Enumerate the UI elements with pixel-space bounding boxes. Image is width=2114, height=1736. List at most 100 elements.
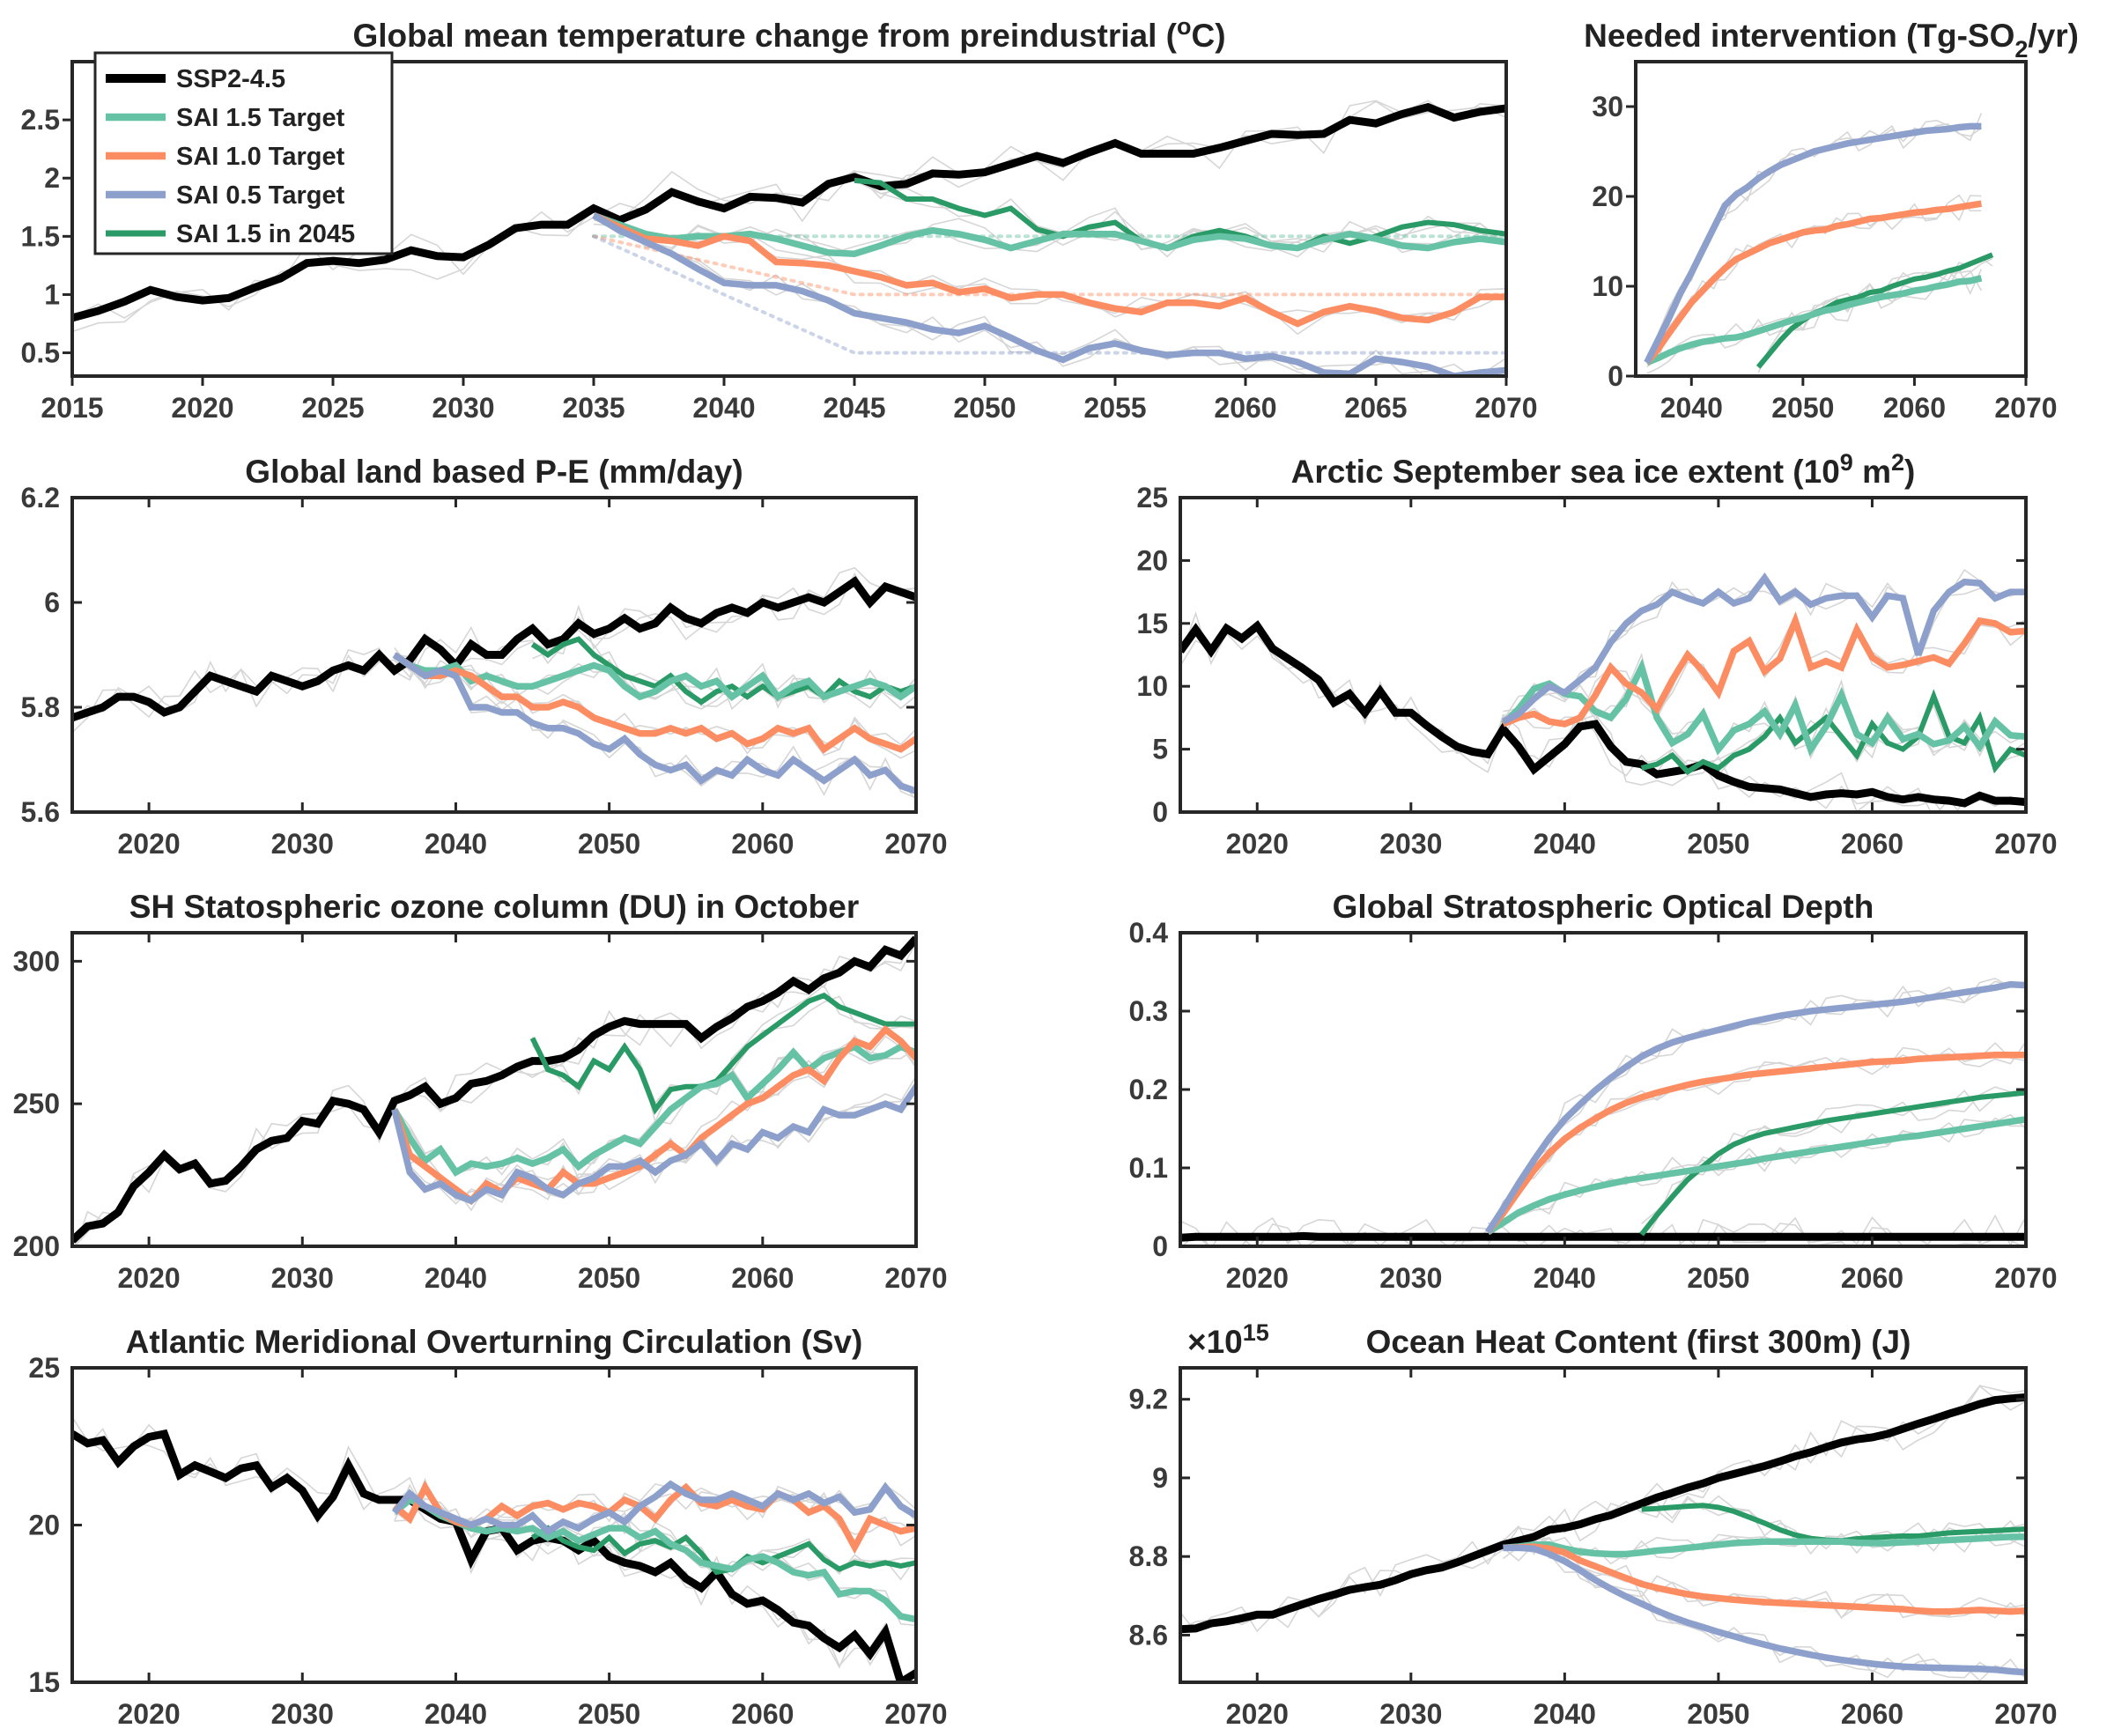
y-tick-label: 25 (28, 1352, 60, 1384)
legend-label-sai-1-0-target: SAI 1.0 Target (176, 143, 345, 171)
x-tick-label: 2030 (271, 1698, 334, 1730)
axes-frame (1179, 1366, 2028, 1684)
y-tick-label: 5.8 (21, 691, 60, 723)
panel-interv: 2040 2050 2060 2070 0 10 20 30 Needed interventi… (1584, 18, 2079, 424)
legend-label-sai-0-5-target: SAI 0.5 Target (176, 181, 345, 210)
series-line-ssp2-4-5 (72, 102, 1506, 322)
series-line-ssp2-4-5 (72, 1429, 916, 1682)
x-tick-label: 2050 (1771, 392, 1834, 424)
y-tick-label: 0.1 (1129, 1152, 1168, 1184)
ensemble-member-line (394, 652, 916, 802)
series-line-ssp2-4-5 (1180, 1231, 2026, 1242)
y-tick-label: 2 (44, 162, 60, 194)
series-line-sai-1-0-target (592, 212, 1506, 328)
x-tick-label: 2020 (117, 1262, 180, 1294)
x-tick-label: 2040 (1534, 828, 1596, 860)
axes-frame (1179, 931, 2028, 1248)
panel-title: Atlantic Meridional Overturning Circulat… (126, 1324, 863, 1360)
x-tick-label: 2040 (425, 828, 487, 860)
y-tick-label: 200 (13, 1230, 60, 1262)
x-tick-label: 2060 (1841, 1262, 1903, 1294)
y-tick-label: 10 (1136, 670, 1168, 702)
x-tick-label: 2050 (578, 828, 640, 860)
series-line-sai-1-5-target (592, 211, 1506, 257)
x-tick-label: 2050 (1687, 1262, 1749, 1294)
plot-area (72, 935, 916, 1246)
x-tick-label: 2035 (562, 392, 625, 424)
series-line-sai-1-5-target (392, 652, 916, 702)
axis-exponent-label: ×1015 (1187, 1319, 1269, 1360)
panel-sod: 2020 2030 2040 2050 2060 2070 0 0.1 0.2 0.3 0.4 Glo… (1129, 889, 2058, 1294)
series-line-sai-0-5-target (1501, 572, 2026, 725)
x-tick-label: 2015 (41, 392, 103, 424)
y-tick-label: 9.2 (1129, 1384, 1168, 1415)
x-tick-label: 2055 (1083, 392, 1146, 424)
ensemble-member-line (1641, 1086, 2026, 1225)
y-tick-label: 25 (1136, 482, 1168, 513)
x-tick-label: 2030 (432, 392, 494, 424)
x-tick-label: 2040 (1534, 1262, 1596, 1294)
x-tick-label: 2040 (692, 392, 755, 424)
x-tick-label: 2070 (1994, 392, 2057, 424)
x-tick-label: 2060 (731, 828, 794, 860)
legend-label-ssp2-4-5: SSP2-4.5 (176, 65, 285, 93)
x-tick-label: 2050 (1687, 828, 1749, 860)
x-tick-label: 2030 (1379, 828, 1442, 860)
y-tick-label: 0 (1152, 1230, 1168, 1262)
axes-frame (70, 496, 918, 814)
series-line-sai-0-5-target (1503, 1544, 2026, 1676)
ensemble-member-line (394, 1075, 916, 1201)
x-tick-label: 2070 (1475, 392, 1537, 424)
series-line-sai-1-5-in-2045 (1639, 1090, 2026, 1237)
x-tick-label: 2065 (1344, 392, 1407, 424)
x-tick-label: 2030 (271, 828, 334, 860)
y-tick-label: 1 (44, 278, 60, 310)
plot-area (1644, 113, 1994, 374)
y-tick-label: 10 (1592, 270, 1623, 302)
ensemble-member-line (1646, 195, 1982, 365)
series-line-sai-1-0-target (1503, 1543, 2026, 1615)
y-tick-label: 0 (1608, 360, 1623, 392)
panel-title: Arctic September sea ice extent (109 m2) (1291, 449, 1916, 490)
panel-title: SH Statospheric ozone column (DU) in Oct… (129, 889, 859, 925)
x-tick-label: 2070 (1994, 1262, 2057, 1294)
y-tick-label: 0.3 (1129, 995, 1168, 1027)
panel-title: Global land based P-E (mm/day) (245, 454, 743, 490)
x-tick-label: 2040 (1660, 392, 1723, 424)
y-tick-label: 15 (28, 1666, 60, 1698)
panel-title: Needed intervention (Tg-SO2/yr) (1584, 18, 2079, 63)
series-line-sai-0-5-target (391, 1480, 916, 1536)
x-tick-label: 2050 (578, 1698, 640, 1730)
x-tick-label: 2050 (953, 392, 1016, 424)
ensemble-member-line (72, 566, 916, 734)
panel-ice: 2020 2030 2040 2050 2060 2070 0 5 10 15 20 25 Arctic… (1136, 449, 2057, 860)
ensemble-member-line (1180, 1385, 2026, 1630)
series-line-sai-1-5-in-2045 (1756, 252, 1994, 369)
x-tick-label: 2050 (1687, 1698, 1749, 1730)
x-tick-label: 2050 (578, 1262, 640, 1294)
series-line-sai-0-5-target (391, 1081, 916, 1205)
x-tick-label: 2020 (117, 828, 180, 860)
panel-title: Global Stratospheric Optical Depth (1333, 889, 1874, 925)
series-line-sai-1-0-target (392, 652, 916, 754)
legend-label-sai-1-5-target: SAI 1.5 Target (176, 104, 345, 132)
ensemble-member-line (72, 1416, 916, 1682)
y-tick-label: 1.5 (21, 220, 60, 252)
panel-title: Ocean Heat Content (first 300m) (J) (1366, 1324, 1911, 1360)
y-tick-label: 30 (1592, 91, 1623, 122)
x-tick-label: 2040 (1534, 1698, 1596, 1730)
series-line-sai-0-5-target (592, 212, 1506, 376)
x-tick-label: 2020 (117, 1698, 180, 1730)
plot-area (72, 566, 916, 802)
plot-area (1180, 568, 2026, 812)
series-line-sai-0-5-target (1644, 122, 1982, 365)
panel-ohc: 2020 2030 2040 2050 2060 2070 8.6 8.8 9 9.2 Ocean … (1129, 1319, 2058, 1730)
series-line-sai-1-5-target (1500, 658, 2026, 757)
series-line-sai-1-0-target (391, 1024, 916, 1206)
axes-frame (1634, 60, 2028, 378)
series-line-sai-0-5-target (392, 652, 916, 794)
x-tick-label: 2020 (1226, 828, 1289, 860)
x-tick-label: 2060 (1841, 1698, 1903, 1730)
x-tick-label: 2070 (884, 828, 947, 860)
y-tick-label: 8.8 (1129, 1540, 1168, 1572)
